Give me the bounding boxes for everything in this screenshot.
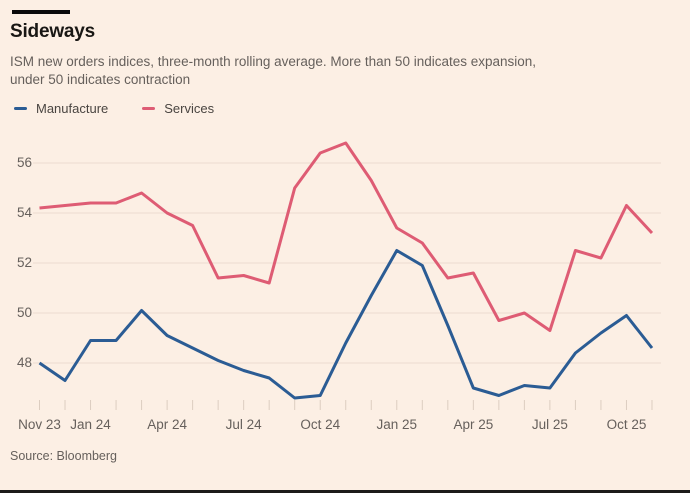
chart-subtitle-line-1: ISM new orders indices, three-month roll…	[10, 54, 537, 69]
x-axis-label: Jul 24	[225, 417, 262, 432]
services-swatch-icon	[142, 106, 156, 111]
manufacture-swatch-icon	[14, 106, 27, 111]
series-line-manufacture	[38, 249, 654, 400]
chart-title: Sideways	[10, 21, 96, 42]
y-axis-label: 52	[16, 255, 32, 270]
legend: Manufacture Services	[14, 101, 214, 116]
legend-label-services: Services	[164, 101, 215, 116]
y-axis-label: 54	[16, 205, 32, 220]
source-note: Source: Bloomberg	[10, 449, 118, 463]
x-axis-label: Nov 23	[18, 417, 61, 432]
x-axis-label: Jul 25	[531, 417, 568, 432]
legend-item-manufacture: Manufacture	[14, 101, 108, 116]
y-axis-label: 50	[16, 305, 32, 320]
x-axis-label: Jan 24	[70, 417, 111, 432]
y-axis-label: 56	[16, 155, 32, 170]
accent-bar	[12, 10, 70, 14]
legend-item-services: Services	[142, 101, 214, 116]
x-axis-label: Apr 25	[453, 417, 494, 432]
x-axis-label: Apr 24	[147, 417, 187, 432]
chart-subtitle: ISM new orders indices, three-month roll…	[10, 53, 536, 88]
legend-label-manufacture: Manufacture	[36, 101, 109, 116]
x-axis-label: Jan 25	[376, 417, 418, 432]
x-axis-label: Oct 25	[606, 417, 647, 432]
x-axis-label: Oct 24	[300, 417, 341, 432]
series-line-services	[39, 141, 654, 332]
y-axis-label: 48	[16, 355, 32, 370]
chart-subtitle-line-2: under 50 indicates contraction	[10, 71, 191, 87]
